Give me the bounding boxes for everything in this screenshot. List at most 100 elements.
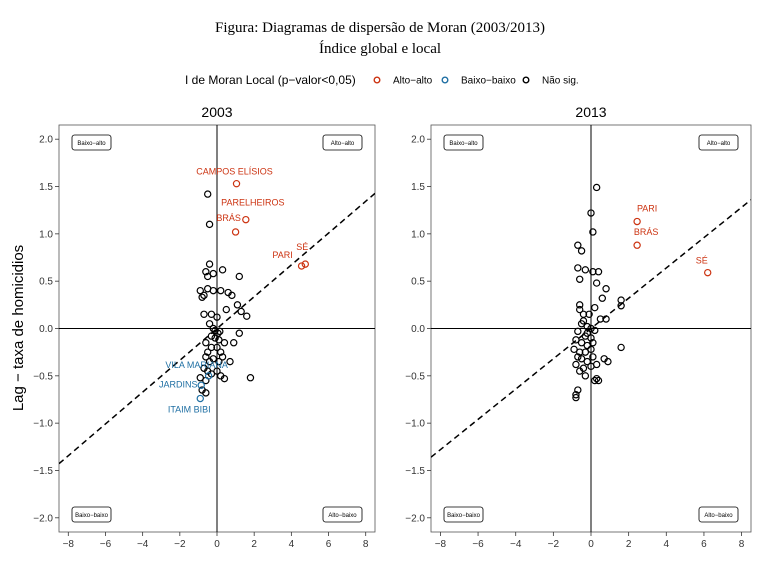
point-highlighted [633,241,641,249]
x-tick-label: 2 [251,539,257,550]
point-nao-sig [589,353,597,361]
quadrant-label-box [71,506,112,523]
point-label: JARDINS [159,379,198,389]
quadrant-label-text: Baixo−alto [77,141,106,147]
quadrant-label-box [443,506,484,523]
point-nao-sig [204,272,212,281]
point-nao-sig [591,376,599,385]
y-tick-label: −2.0 [33,513,53,524]
point-nao-sig [213,343,221,352]
point-nao-sig [581,348,590,356]
point-nao-sig [198,293,206,301]
y-tick-label: 2.0 [411,135,425,146]
point-nao-sig [200,310,208,319]
point-label: PARI [272,250,292,260]
point-nao-sig [209,269,217,278]
point-highlighted [242,215,250,224]
quadrant-label-box [698,134,739,151]
point-nao-sig [598,294,606,302]
legend-marker-nao-sig [522,76,530,84]
point-label: PARELHEIROS [221,198,284,208]
point-nao-sig [572,336,580,344]
point-nao-sig [604,357,612,366]
x-tick-label: −6 [100,539,112,550]
point-nao-sig [594,268,603,276]
point-nao-sig [587,209,595,217]
point-nao-sig [209,324,217,333]
point-nao-sig [235,329,244,337]
point-nao-sig [576,275,584,283]
quadrant-label-bottom-right: Alto−baixo [698,506,739,523]
y-tick-label: −1.5 [405,466,425,477]
point-nao-sig [205,220,214,229]
y-tick-label: 0.5 [39,277,53,288]
quadrant-label-text: Baixo−alto [449,141,478,147]
quadrant-label-text: Alto−baixo [328,513,357,519]
quadrant-label-text: Baixo−baixo [447,513,481,519]
quadrant-label-text: Alto−baixo [704,513,733,519]
point-nao-sig [572,391,580,399]
point-nao-sig [576,367,584,375]
quadrant-label-box [322,134,363,151]
point-nao-sig [220,374,229,383]
point-nao-sig [204,190,212,198]
panel-2003: 2003 −8 −6 −4 −2 0 2 4 6 8 −2.0 −1.5 −1.0 −0.5 0.0 0.5 1… [33,104,376,550]
y-tick-label: 2.0 [39,135,53,146]
plot-area [59,125,375,532]
y-tick-label: −1.5 [33,466,53,477]
point-nao-sig [570,345,578,354]
point-nao-sig [235,272,244,281]
point-nao-sig [243,312,251,320]
point-highlighted [704,268,712,277]
quadrant-label-box [71,134,112,151]
point-label: CAMPOS ELÍSIOS [196,167,273,177]
point-nao-sig [581,266,590,274]
point-nao-sig [217,286,225,295]
point-nao-sig [218,353,227,361]
point-highlighted [232,179,241,188]
point-label: BRÁS [216,213,241,223]
regression-line [431,199,751,458]
point-nao-sig [202,389,210,397]
point-nao-sig [574,386,582,394]
point-nao-sig [617,343,625,352]
point-highlighted [231,228,240,236]
legend-label-baixo-baixo: Baixo−baixo [461,76,516,87]
point-label: VILA MARIANA [165,360,228,370]
point-nao-sig [589,338,597,347]
legend-item-baixo-baixo: Baixo−baixo [441,76,516,87]
quadrant-label-bottom-left: Baixo−baixo [443,506,484,523]
point-nao-sig [587,334,595,342]
panel-2013: 2013 −8 −6 −4 −2 0 2 4 6 8 −2.0 −1.5 −1.0 −0.5 0.0 0.5 1… [405,104,752,550]
quadrant-label-bottom-left: Baixo−baixo [71,506,112,523]
x-tick-label: −8 [63,539,75,550]
point-nao-sig [207,343,216,352]
point-highlighted [297,262,306,270]
y-tick-label: 1.0 [39,229,53,240]
point-nao-sig [226,357,234,366]
point-label: SÉ [296,242,308,252]
y-axis-label: Lag − taxa de homicidios [10,245,27,411]
x-tick-label: 0 [588,539,594,550]
point-nao-sig [574,353,582,361]
point-label: SÉ [696,256,708,266]
point-nao-sig [592,360,601,369]
quadrant-label-top-right: Alto−alto [322,134,363,151]
point-highlighted [633,217,641,226]
point-nao-sig [230,338,238,347]
point-label: BRÁS [634,227,659,237]
quadrant-label-text: Alto−alto [707,141,731,147]
quadrant-label-top-left: Baixo−alto [71,134,112,151]
quadrant-label-box [322,506,363,523]
point-nao-sig [202,338,210,347]
x-tick-label: 0 [214,539,220,550]
point-nao-sig [591,326,599,335]
point-nao-sig [213,313,221,321]
point-nao-sig [205,260,214,268]
point-nao-sig [592,374,601,383]
point-nao-sig [220,338,229,347]
point-nao-sig [196,286,204,295]
figure-subtitle: Índice global e local [319,40,441,57]
point-nao-sig [215,357,223,366]
point-nao-sig [215,336,223,344]
